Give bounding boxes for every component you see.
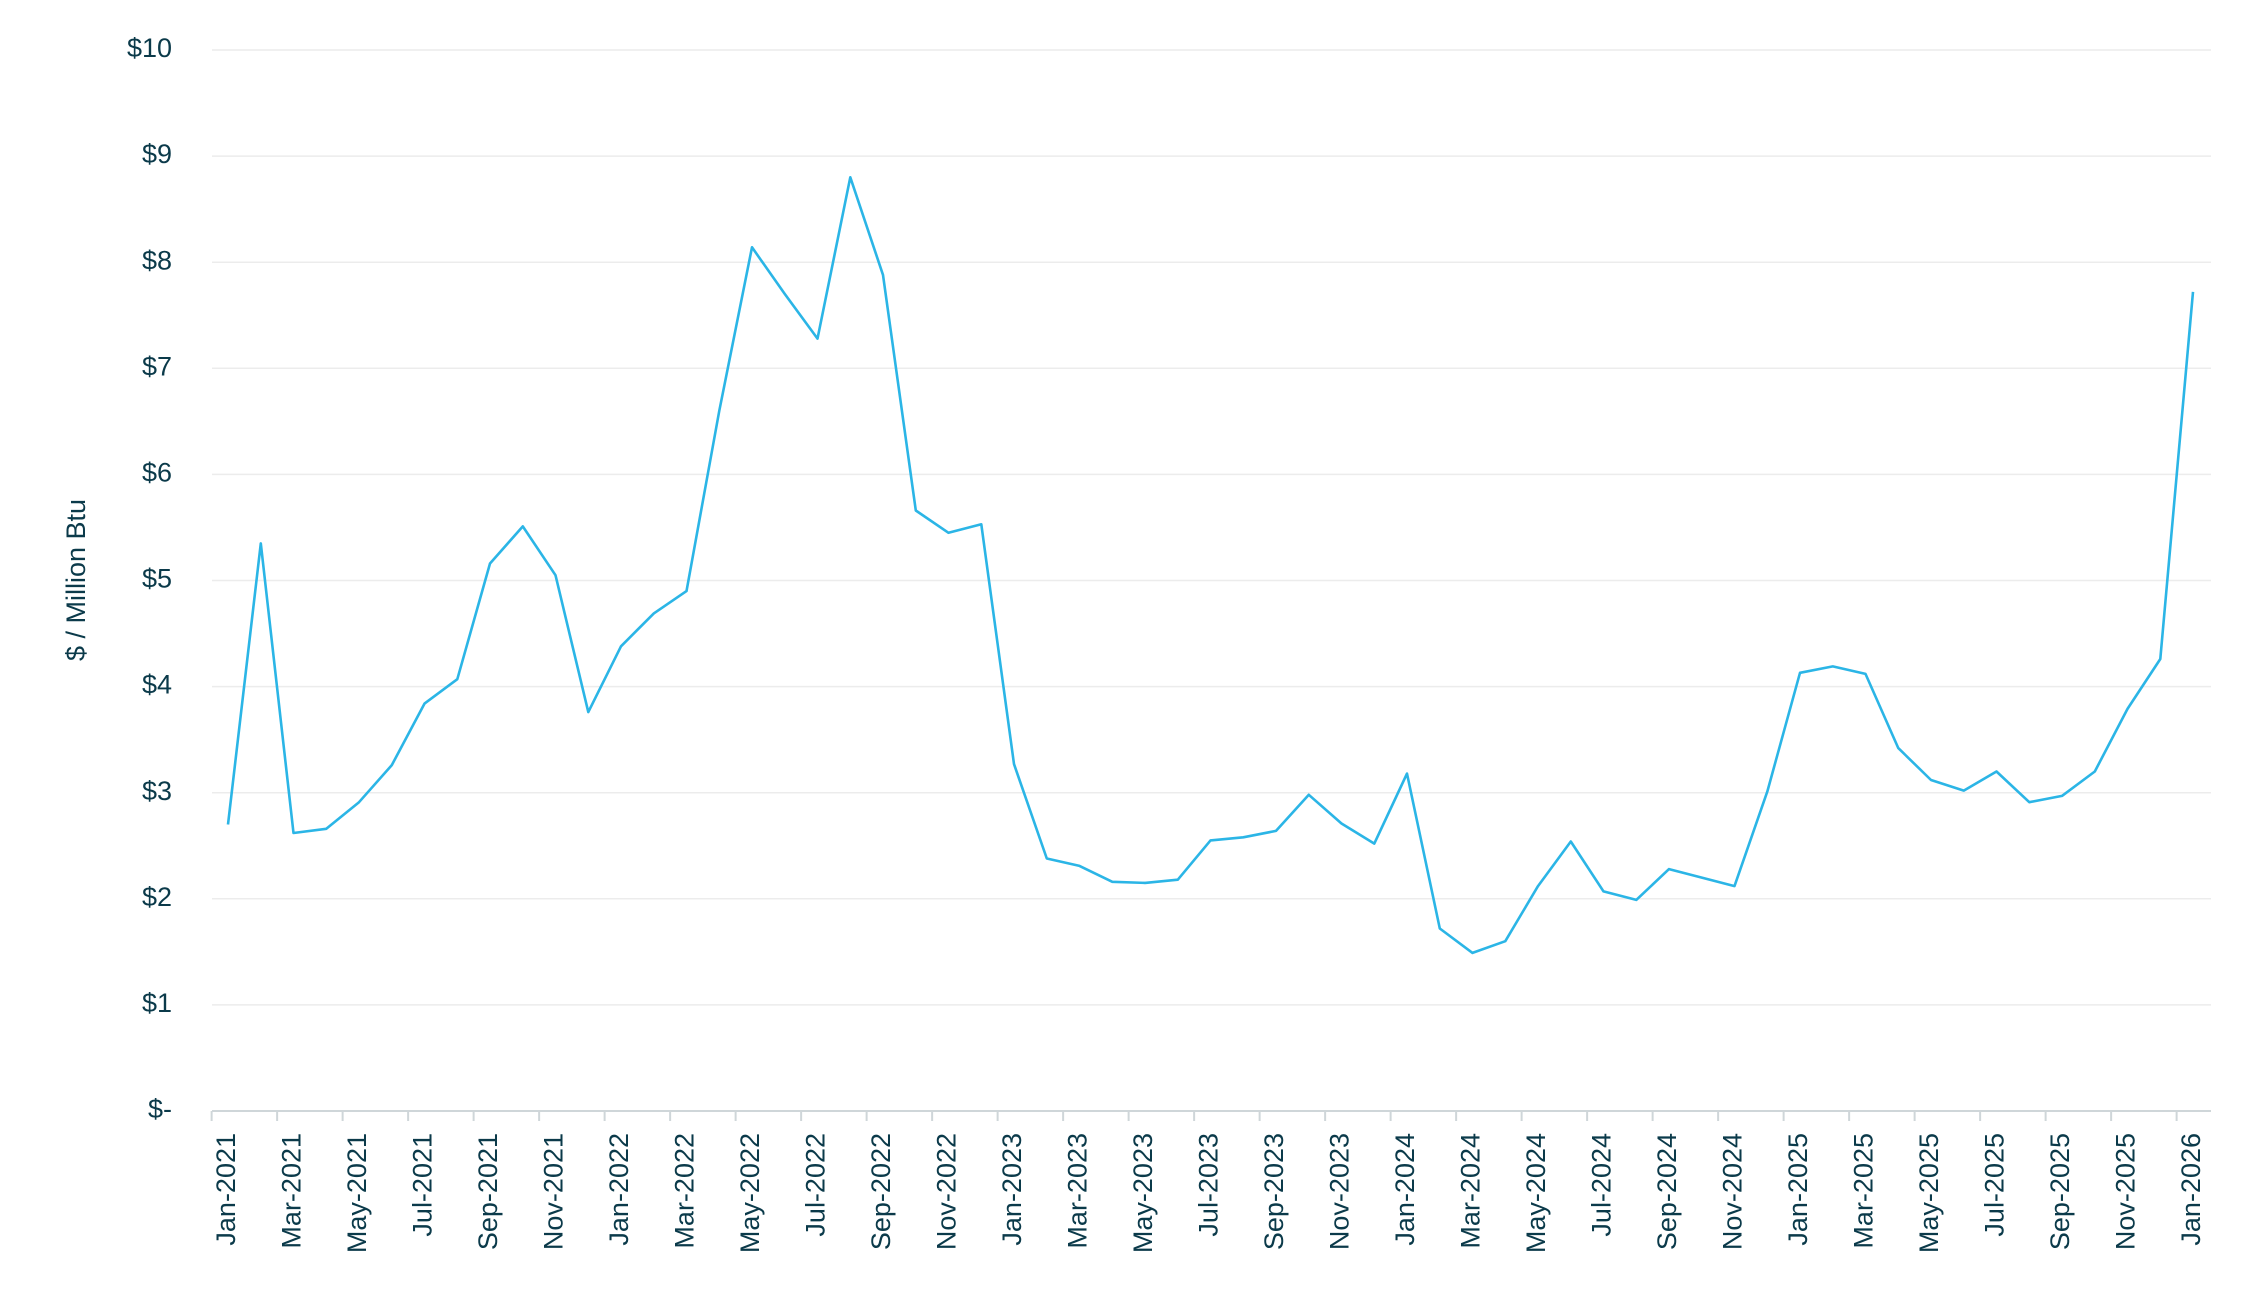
x-tick-label: Sep-2022 [866, 1133, 896, 1250]
x-tick-label: Sep-2023 [1259, 1133, 1289, 1250]
x-tick-label: Jan-2025 [1783, 1133, 1813, 1246]
x-tick-label: Nov-2021 [539, 1133, 569, 1250]
x-tick-label: Jan-2021 [211, 1133, 241, 1246]
x-tick-label: May-2021 [342, 1133, 372, 1253]
x-tick-label: Jan-2024 [1390, 1133, 1420, 1246]
y-tick-label: $5 [142, 564, 172, 594]
x-tick-label: Jan-2022 [604, 1133, 634, 1246]
x-tick-label: Jul-2025 [1980, 1133, 2010, 1237]
data-line [226, 176, 2195, 955]
x-tick-label: Mar-2025 [1849, 1133, 1879, 1249]
y-axis-label: $ / Million Btu [61, 499, 91, 661]
x-tick-label: Nov-2025 [2111, 1133, 2141, 1250]
y-tick-label: $10 [127, 33, 172, 63]
x-tick-label: Mar-2021 [277, 1133, 307, 1249]
y-tick-label: $3 [142, 776, 172, 806]
x-tick-label: Mar-2024 [1456, 1133, 1486, 1249]
x-tick-label: Jan-2023 [997, 1133, 1027, 1246]
x-tick-label: Nov-2022 [932, 1133, 962, 1250]
x-tick-label: Jul-2023 [1194, 1133, 1224, 1237]
x-tick-label: Nov-2024 [1718, 1133, 1748, 1250]
x-tick-label: May-2024 [1521, 1133, 1551, 1253]
x-tick-label: May-2023 [1128, 1133, 1158, 1253]
x-tick-label: Mar-2022 [670, 1133, 700, 1249]
x-tick-label: Jul-2024 [1587, 1133, 1617, 1237]
x-tick-label: Sep-2025 [2045, 1133, 2075, 1250]
x-tick-label: Jul-2022 [801, 1133, 831, 1237]
y-tick-label: $1 [142, 988, 172, 1018]
x-tick-label: Nov-2023 [1325, 1133, 1355, 1250]
x-tick-label: Mar-2023 [1063, 1133, 1093, 1249]
x-tick-label: Jul-2021 [408, 1133, 438, 1237]
y-tick-label: $8 [142, 245, 172, 275]
y-tick-label: $2 [142, 882, 172, 912]
x-tick-label: May-2025 [1914, 1133, 1944, 1253]
y-tick-label: $4 [142, 670, 172, 700]
x-tick-label: Sep-2024 [1652, 1133, 1682, 1250]
y-tick-label: $7 [142, 351, 172, 381]
y-tick-label: $- [148, 1094, 172, 1124]
x-tick-label: Sep-2021 [473, 1133, 503, 1250]
y-tick-label: $6 [142, 458, 172, 488]
y-tick-label: $9 [142, 139, 172, 169]
x-tick-label: May-2022 [735, 1133, 765, 1253]
x-tick-label: Jan-2026 [2176, 1133, 2206, 1246]
